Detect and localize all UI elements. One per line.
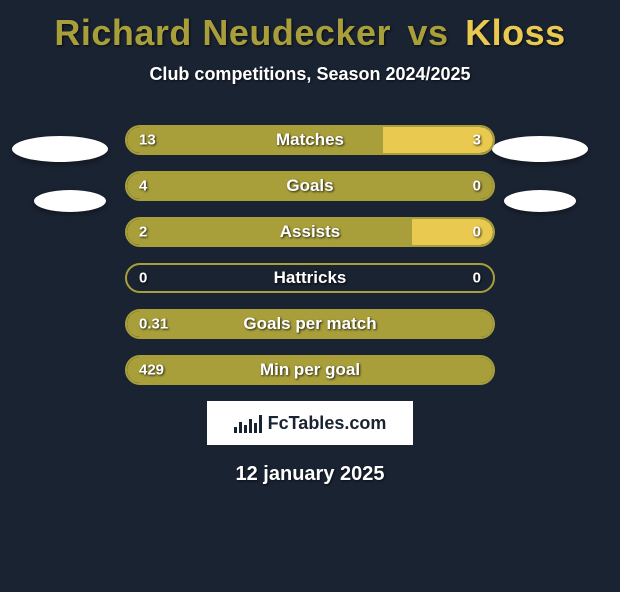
bar-value-right: 3 — [473, 132, 481, 149]
bar-value-left: 2 — [139, 224, 147, 241]
decorative-oval — [12, 136, 108, 162]
bar-label: Assists — [280, 222, 340, 242]
player1-name: Richard Neudecker — [54, 12, 391, 53]
icon-bar — [259, 415, 262, 433]
branding-text: FcTables.com — [268, 413, 387, 434]
bar-label: Matches — [276, 130, 344, 150]
bar-value-right: 0 — [473, 224, 481, 241]
decorative-oval — [492, 136, 588, 162]
branding-badge: FcTables.com — [207, 401, 413, 445]
bars-icon — [234, 413, 262, 433]
subtitle: Club competitions, Season 2024/2025 — [0, 64, 620, 85]
icon-bar — [239, 422, 242, 433]
stat-bar-row: 2 0 Assists — [125, 217, 495, 247]
bar-value-right: 0 — [473, 270, 481, 287]
decorative-oval — [504, 190, 576, 212]
icon-bar — [249, 419, 252, 433]
bar-fill-left — [127, 127, 383, 153]
bar-label: Hattricks — [274, 268, 347, 288]
stat-bar-row: 429 Min per goal — [125, 355, 495, 385]
bar-value-right: 0 — [473, 178, 481, 195]
player2-name: Kloss — [465, 12, 566, 53]
bar-fill-left — [127, 219, 412, 245]
bar-label: Goals per match — [243, 314, 376, 334]
bar-value-left: 13 — [139, 132, 156, 149]
vs-text: vs — [408, 12, 449, 53]
stat-bar-row: 0.31 Goals per match — [125, 309, 495, 339]
icon-bar — [244, 425, 247, 433]
comparison-title: Richard Neudecker vs Kloss — [0, 12, 620, 54]
stat-bar-row: 4 0 Goals — [125, 171, 495, 201]
decorative-oval — [34, 190, 106, 212]
stat-bar-row: 0 0 Hattricks — [125, 263, 495, 293]
bar-label: Goals — [286, 176, 333, 196]
bar-label: Min per goal — [260, 360, 360, 380]
icon-bar — [234, 427, 237, 433]
date-text: 12 january 2025 — [0, 463, 620, 486]
bar-value-left: 0 — [139, 270, 147, 287]
bar-value-left: 4 — [139, 178, 147, 195]
stats-bars-container: 13 3 Matches 4 0 Goals 2 0 Assists 0 0 Hattricks 0.3… — [125, 125, 495, 385]
icon-bar — [254, 423, 257, 433]
bar-value-left: 429 — [139, 362, 164, 379]
bar-value-left: 0.31 — [139, 316, 168, 333]
stat-bar-row: 13 3 Matches — [125, 125, 495, 155]
